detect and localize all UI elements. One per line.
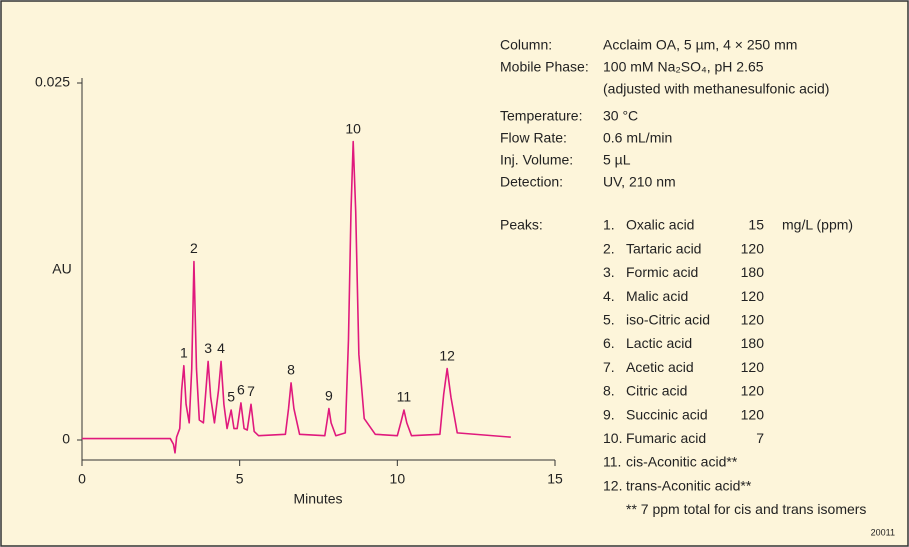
peak-concentration: 120 — [741, 383, 765, 399]
peak-label: 5 — [227, 389, 235, 405]
footnote: ** 7 ppm total for cis and trans isomers — [626, 501, 866, 517]
chromatogram-line — [82, 140, 511, 454]
y-tick-label: 0 — [62, 431, 70, 447]
x-tick-label: 15 — [547, 471, 563, 487]
peak-number: 8. — [603, 383, 615, 399]
peak-concentration: 15 — [748, 217, 764, 233]
y-axis-label: AU — [52, 261, 71, 277]
peak-concentration: 120 — [741, 406, 765, 422]
condition-value: (adjusted with methanesulfonic acid) — [603, 81, 829, 97]
peak-number: 1. — [603, 217, 615, 233]
peak-name: Acetic acid — [626, 359, 694, 375]
peak-number: 3. — [603, 264, 615, 280]
condition-label: Flow Rate: — [500, 130, 567, 146]
peak-label: 2 — [190, 240, 198, 256]
condition-value: 5 µL — [603, 152, 631, 168]
peak-label: 10 — [345, 120, 361, 136]
peak-concentration: 180 — [741, 264, 765, 280]
peak-name: Oxalic acid — [626, 217, 694, 233]
peak-name: Succinic acid — [626, 406, 708, 422]
peak-number: 11. — [603, 454, 621, 470]
peaks-label: Peaks: — [500, 217, 543, 233]
peak-number: 4. — [603, 288, 615, 304]
peak-name: cis-Aconitic acid** — [626, 454, 738, 470]
peak-concentration: 120 — [741, 240, 765, 256]
figure-code: 20011 — [871, 527, 895, 537]
peak-label: 1 — [180, 344, 188, 360]
peak-name: trans-Aconitic acid** — [626, 477, 752, 493]
condition-label: Temperature: — [500, 108, 582, 124]
peak-name: Lactic acid — [626, 335, 692, 351]
peak-concentration: 120 — [741, 288, 765, 304]
condition-value: Acclaim OA, 5 µm, 4 × 250 mm — [603, 37, 797, 53]
peak-number: 5. — [603, 312, 615, 328]
peak-number: 12. — [603, 477, 622, 493]
condition-label: Mobile Phase: — [500, 59, 589, 75]
peak-label: 7 — [247, 383, 255, 399]
peak-number: 2. — [603, 240, 615, 256]
peak-number: 7. — [603, 359, 615, 375]
condition-label: Detection: — [500, 174, 563, 190]
peak-label: 8 — [287, 362, 295, 378]
peak-name: Tartaric acid — [626, 240, 701, 256]
x-axis-label: Minutes — [293, 491, 342, 507]
peak-label: 4 — [217, 340, 225, 356]
condition-value: UV, 210 nm — [603, 174, 676, 190]
condition-value: 30 °C — [603, 108, 638, 124]
peak-name: iso-Citric acid — [626, 312, 710, 328]
x-tick-label: 5 — [236, 471, 244, 487]
peak-label: 9 — [325, 387, 333, 403]
peak-concentration: 120 — [741, 312, 765, 328]
peaks-unit: mg/L (ppm) — [782, 217, 853, 233]
x-tick-label: 0 — [78, 471, 86, 487]
condition-value: 100 mM Na₂SO₄, pH 2.65 — [603, 59, 764, 75]
peak-label: 6 — [237, 382, 245, 398]
peak-name: Malic acid — [626, 288, 688, 304]
condition-label: Inj. Volume: — [500, 152, 573, 168]
peak-label: 11 — [397, 389, 412, 405]
peak-name: Citric acid — [626, 383, 687, 399]
peak-name: Formic acid — [626, 264, 698, 280]
y-tick-label: 0.025 — [35, 74, 70, 90]
condition-value: 0.6 mL/min — [603, 130, 672, 146]
peak-concentration: 7 — [756, 430, 764, 446]
peak-number: 9. — [603, 406, 615, 422]
peak-concentration: 180 — [741, 335, 765, 351]
peak-label: 12 — [439, 347, 455, 363]
condition-label: Column: — [500, 37, 552, 53]
peak-concentration: 120 — [741, 359, 765, 375]
peak-label: 3 — [204, 340, 212, 356]
peak-number: 6. — [603, 335, 615, 351]
peak-number: 10. — [603, 430, 622, 446]
peak-name: Fumaric acid — [626, 430, 706, 446]
x-tick-label: 10 — [390, 471, 406, 487]
